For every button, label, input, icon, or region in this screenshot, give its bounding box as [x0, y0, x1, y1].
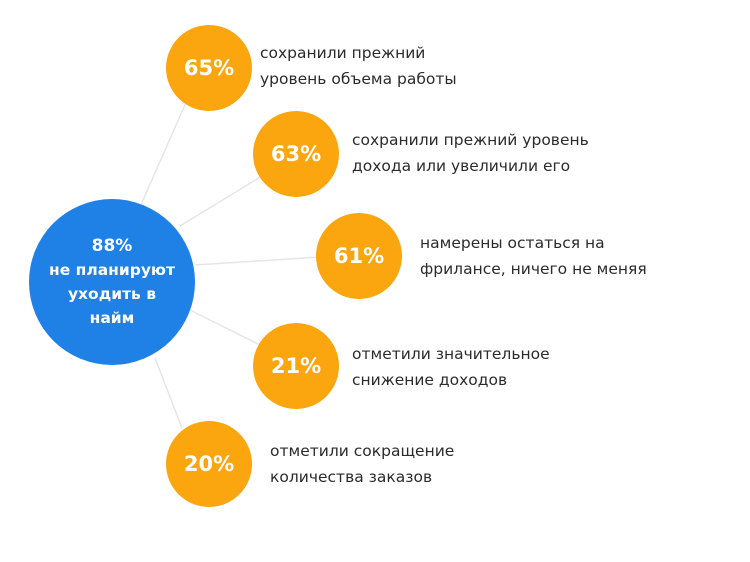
center-label-line2: уходить в — [67, 285, 157, 303]
center-circle: 88% не планируют уходить в найм — [29, 199, 195, 365]
stat-text-61-line1: намерены остаться на — [420, 234, 605, 252]
stat-text-21-line2: снижение доходов — [352, 371, 508, 389]
stat-text-21: отметили значительное снижение доходов — [352, 341, 550, 393]
stat-percent-65: 65% — [183, 56, 235, 80]
stat-text-61-line2: фрилансе, ничего не меняя — [420, 260, 647, 278]
connector-63 — [179, 175, 263, 227]
stat-circle-21: 21% — [253, 323, 339, 409]
stat-percent-61: 61% — [333, 244, 385, 268]
stat-text-63-line1: сохранили прежний уровень — [352, 131, 589, 149]
stat-text-20-line2: количества заказов — [270, 468, 433, 486]
connector-21 — [189, 309, 261, 346]
stat-text-65-line1: сохранили прежний — [260, 44, 426, 62]
center-percent: 88% — [91, 236, 133, 256]
stat-text-63-line2: дохода или увеличили его — [352, 157, 571, 175]
center-label-line1: не планируют — [49, 261, 175, 279]
connector-65 — [139, 97, 189, 208]
stat-circle-61: 61% — [316, 213, 402, 299]
stat-text-20-line1: отметили сокращение — [270, 442, 455, 460]
stat-text-63: сохранили прежний уровень дохода или уве… — [352, 127, 589, 179]
connector-61 — [194, 256, 321, 266]
stat-circle-65: 65% — [166, 25, 252, 111]
connector-20 — [154, 357, 183, 429]
center-label-line3: найм — [89, 309, 135, 327]
stat-circle-20: 20% — [166, 421, 252, 507]
stat-percent-63: 63% — [270, 142, 322, 166]
stat-text-61: намерены остаться на фрилансе, ничего не… — [420, 230, 647, 282]
stat-circle-63: 63% — [253, 111, 339, 197]
stat-percent-21: 21% — [270, 354, 322, 378]
stat-percent-20: 20% — [183, 452, 235, 476]
stat-text-65-line2: уровень объема работы — [260, 70, 457, 88]
stat-text-20: отметили сокращение количества заказов — [270, 438, 454, 490]
stat-text-21-line1: отметили значительное — [352, 345, 550, 363]
stat-text-65: сохранили прежний уровень объема работы — [260, 40, 457, 92]
